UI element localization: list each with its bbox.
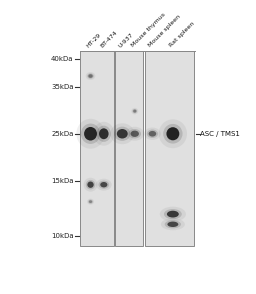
Ellipse shape bbox=[159, 119, 187, 148]
Ellipse shape bbox=[132, 109, 137, 113]
Ellipse shape bbox=[167, 222, 178, 227]
Ellipse shape bbox=[88, 200, 93, 204]
Text: ASC / TMS1: ASC / TMS1 bbox=[200, 131, 240, 137]
Bar bbox=[145, 51, 194, 246]
Bar bbox=[80, 51, 114, 246]
Ellipse shape bbox=[99, 181, 109, 189]
Ellipse shape bbox=[87, 73, 94, 79]
Text: Mouse thymus: Mouse thymus bbox=[130, 12, 166, 49]
Ellipse shape bbox=[96, 179, 112, 191]
Ellipse shape bbox=[160, 207, 186, 222]
Ellipse shape bbox=[86, 72, 95, 80]
Bar bbox=[115, 51, 143, 246]
Ellipse shape bbox=[87, 199, 94, 205]
Ellipse shape bbox=[100, 182, 108, 187]
Ellipse shape bbox=[165, 220, 181, 228]
Ellipse shape bbox=[131, 131, 139, 137]
Ellipse shape bbox=[87, 181, 94, 188]
Ellipse shape bbox=[114, 127, 131, 141]
Ellipse shape bbox=[76, 119, 105, 149]
Text: HT-29: HT-29 bbox=[86, 32, 102, 49]
Ellipse shape bbox=[149, 131, 156, 137]
Text: 40kDa: 40kDa bbox=[51, 56, 74, 62]
Ellipse shape bbox=[161, 218, 185, 230]
Ellipse shape bbox=[144, 128, 161, 140]
Ellipse shape bbox=[133, 110, 136, 113]
Ellipse shape bbox=[126, 127, 144, 141]
Text: 25kDa: 25kDa bbox=[51, 131, 74, 137]
Text: BT-474: BT-474 bbox=[99, 29, 118, 49]
Ellipse shape bbox=[86, 180, 95, 189]
Ellipse shape bbox=[88, 74, 93, 78]
Ellipse shape bbox=[117, 129, 128, 138]
Ellipse shape bbox=[163, 124, 183, 143]
Text: Rat spleen: Rat spleen bbox=[168, 21, 195, 49]
Ellipse shape bbox=[129, 129, 141, 138]
Ellipse shape bbox=[93, 122, 114, 146]
Ellipse shape bbox=[83, 178, 98, 192]
Text: U-937: U-937 bbox=[118, 32, 135, 49]
Text: 35kDa: 35kDa bbox=[51, 84, 74, 90]
Ellipse shape bbox=[99, 128, 109, 139]
Ellipse shape bbox=[110, 123, 134, 144]
Ellipse shape bbox=[164, 209, 182, 219]
Ellipse shape bbox=[97, 126, 111, 142]
Ellipse shape bbox=[84, 127, 97, 141]
Ellipse shape bbox=[167, 211, 179, 218]
Text: Mouse spleen: Mouse spleen bbox=[148, 14, 182, 49]
Ellipse shape bbox=[81, 123, 100, 144]
Text: 15kDa: 15kDa bbox=[51, 178, 74, 184]
Ellipse shape bbox=[89, 200, 92, 203]
Ellipse shape bbox=[131, 108, 138, 114]
Ellipse shape bbox=[147, 130, 158, 138]
Text: 10kDa: 10kDa bbox=[51, 233, 74, 239]
Ellipse shape bbox=[166, 127, 179, 140]
